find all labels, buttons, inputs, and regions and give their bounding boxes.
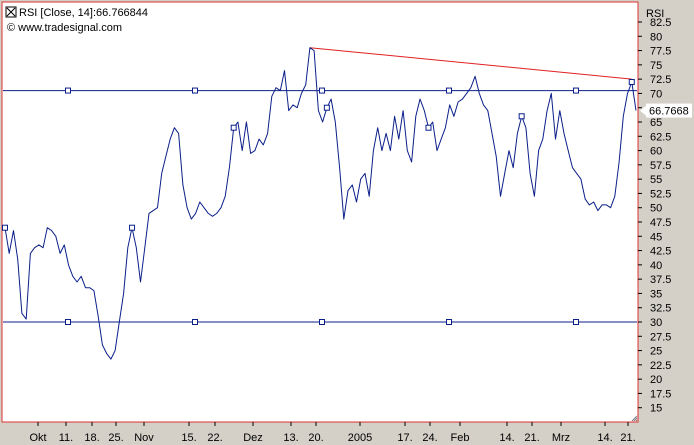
y-tick-label: 82.5 <box>650 17 671 29</box>
series-marker[interactable] <box>323 104 330 111</box>
last-value-tag-pointer <box>640 105 646 116</box>
y-tick-label: 65 <box>650 117 662 129</box>
y-tick-label: 77.5 <box>650 46 671 58</box>
series-marker[interactable] <box>628 79 635 85</box>
y-tick-label: 62.5 <box>650 131 671 143</box>
level-line-handle[interactable] <box>573 319 579 325</box>
y-tick-label: 30 <box>650 317 662 329</box>
level-line-handle[interactable] <box>192 87 198 94</box>
x-tick-label: 17. <box>397 432 412 444</box>
rsi-series-layer <box>4 47 637 360</box>
x-tick-label: 20. <box>308 432 323 444</box>
marker-layer[interactable] <box>2 79 635 231</box>
y-tick-label: 50 <box>650 203 662 215</box>
y-tick-label: 17.5 <box>650 388 671 400</box>
x-tick-label: 11. <box>59 432 73 444</box>
y-tick-label: 75 <box>650 60 662 72</box>
y-tick-label: 70 <box>650 88 662 100</box>
level-line-handle[interactable] <box>319 87 325 94</box>
y-tick-label: 80 <box>650 31 662 43</box>
y-tick-label: 42.5 <box>650 246 671 258</box>
series-marker[interactable] <box>425 124 432 131</box>
trendline[interactable] <box>309 47 632 80</box>
y-tick-label: 32.5 <box>650 303 671 315</box>
x-tick-label: 13. <box>283 432 298 444</box>
y-tick-label: 57.5 <box>650 160 671 172</box>
x-tick-label: 25. <box>108 432 123 444</box>
x-tick-label: 15. <box>181 432 196 444</box>
x-tick-label: 21. <box>620 432 635 444</box>
x-tick-label: Mrz <box>552 432 570 444</box>
y-tick-label: 25 <box>650 346 662 358</box>
y-tick-label: 40 <box>650 260 662 272</box>
series-marker[interactable] <box>518 113 525 120</box>
source-label: © www.tradesignal.com <box>7 22 122 34</box>
trendline-layer[interactable] <box>309 47 632 80</box>
y-tick-label: 72.5 <box>650 74 671 86</box>
level-line-handle[interactable] <box>573 87 579 94</box>
x-tick-label: 21. <box>524 432 539 444</box>
y-tick-label: 15 <box>650 403 662 415</box>
level-line-handle[interactable] <box>192 319 198 325</box>
series-marker[interactable] <box>129 224 136 231</box>
series-marker[interactable] <box>2 224 8 231</box>
x-tick-label: 14. <box>499 432 514 444</box>
plot-area[interactable] <box>1 1 639 423</box>
x-tick-label: 18. <box>84 432 99 444</box>
y-tick-label: 35 <box>650 288 662 300</box>
series-marker[interactable] <box>230 124 237 131</box>
x-tick-label: Okt <box>29 432 46 444</box>
last-value-label: 66.7668 <box>649 106 689 118</box>
y-tick-label: 20 <box>650 374 662 386</box>
level-line-handle[interactable] <box>65 87 71 94</box>
checkbox-cross-icon <box>6 7 16 17</box>
level-line-handle[interactable] <box>65 319 71 325</box>
horizontal-levels[interactable] <box>3 87 637 325</box>
panel-name: RSI <box>646 8 664 20</box>
x-tick-label: 22. <box>207 432 222 444</box>
level-line-handle[interactable] <box>446 319 452 325</box>
level-line-handle[interactable] <box>446 87 452 94</box>
resize-grip-icon[interactable] <box>631 415 638 422</box>
last-value-tag-background <box>646 103 692 118</box>
y-tick-label: 27.5 <box>650 331 671 343</box>
x-tick-label: Dez <box>243 432 263 444</box>
y-tick-label: 47.5 <box>650 217 671 229</box>
x-tick-label: Nov <box>134 432 154 444</box>
x-tick-label: 24. <box>422 432 437 444</box>
indicator-header: RSI [Close, 14]:66.766844 © www.tradesig… <box>5 6 148 34</box>
y-tick-label: 52.5 <box>650 188 671 200</box>
value-tag-layer: 66.7668 <box>640 103 692 118</box>
y-tick-label: 45 <box>650 231 662 243</box>
y-tick-label: 60 <box>650 146 662 158</box>
x-tick-label: 2005 <box>348 432 372 444</box>
x-tick-label: Feb <box>451 432 470 444</box>
time-axis: Okt 11. 18. 25. Nov 15. 22. Dez 13. 20. 2005 17. 24.… <box>29 422 636 444</box>
y-tick-label: 22.5 <box>650 360 671 372</box>
x-tick-label: 14. <box>597 432 612 444</box>
y-tick-label: 37.5 <box>650 274 671 286</box>
indicator-label: RSI [Close, 14]:66.766844 <box>19 7 148 19</box>
rsi-series-line <box>4 47 637 360</box>
level-line-handle[interactable] <box>319 319 325 325</box>
y-tick-label: 55 <box>650 174 662 186</box>
